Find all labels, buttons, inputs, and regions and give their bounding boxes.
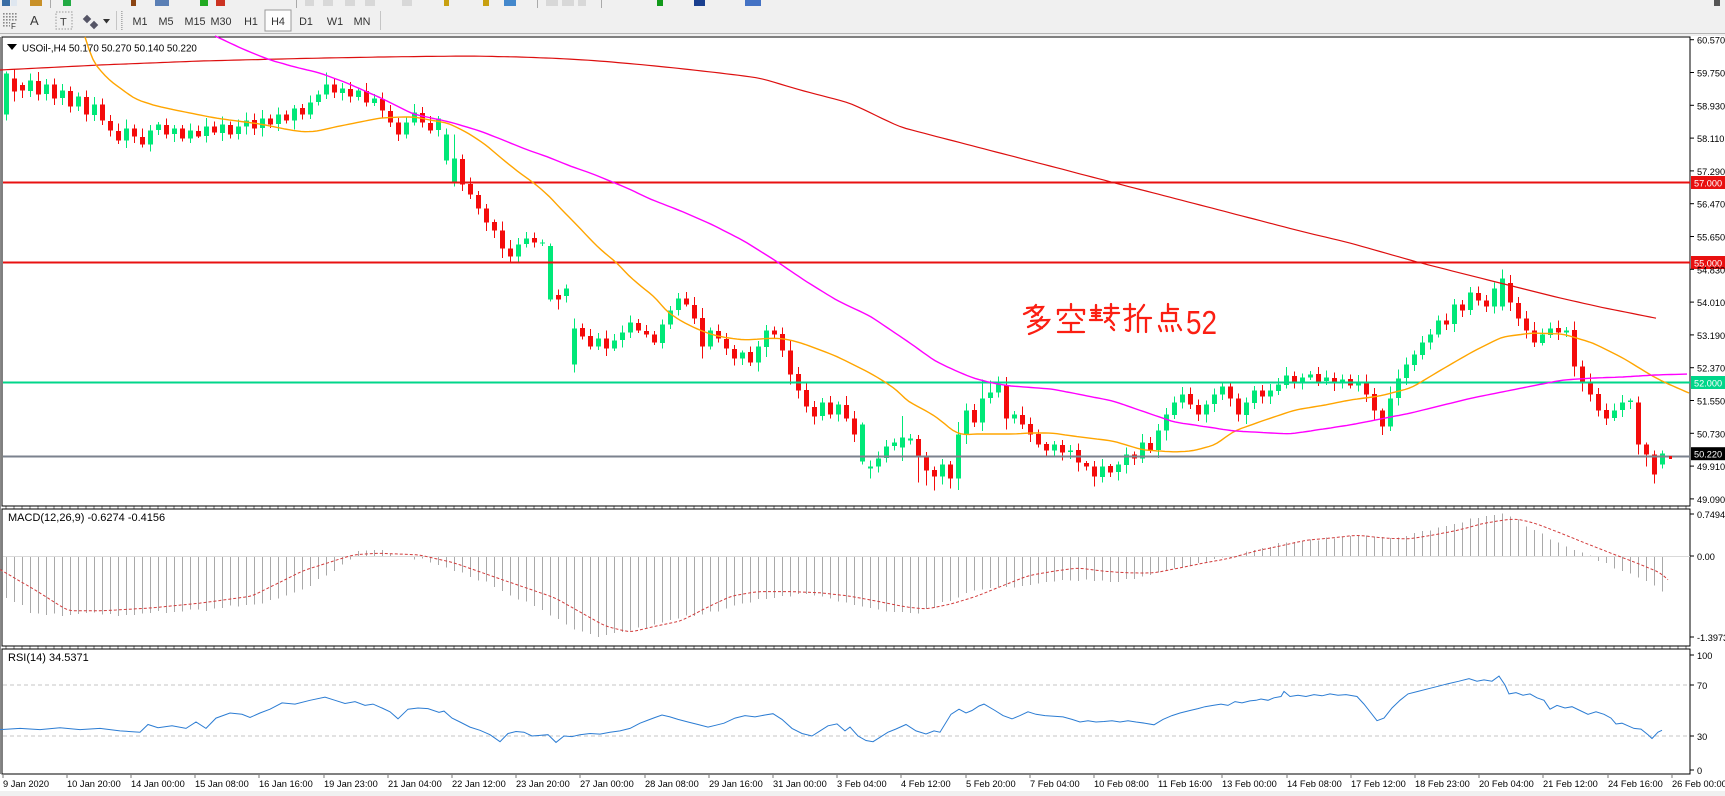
svg-text:21 Feb 12:00: 21 Feb 12:00 xyxy=(1543,779,1598,789)
svg-text:17 Feb 12:00: 17 Feb 12:00 xyxy=(1351,779,1406,789)
svg-text:-1.3973: -1.3973 xyxy=(1697,633,1725,643)
svg-text:10 Jan 20:00: 10 Jan 20:00 xyxy=(67,779,121,789)
svg-text:M5: M5 xyxy=(159,16,174,28)
svg-text:3 Feb 04:00: 3 Feb 04:00 xyxy=(837,779,887,789)
svg-text:13 Feb 00:00: 13 Feb 00:00 xyxy=(1222,779,1277,789)
svg-text:H1: H1 xyxy=(244,16,258,28)
svg-text:15 Jan 08:00: 15 Jan 08:00 xyxy=(195,779,249,789)
svg-text:52.000: 52.000 xyxy=(1694,379,1722,389)
svg-text:A: A xyxy=(30,13,39,28)
svg-text:57.290: 57.290 xyxy=(1697,167,1725,177)
svg-text:18 Feb 23:00: 18 Feb 23:00 xyxy=(1415,779,1470,789)
svg-text:7 Feb 04:00: 7 Feb 04:00 xyxy=(1030,779,1080,789)
svg-text:27 Jan 00:00: 27 Jan 00:00 xyxy=(580,779,634,789)
svg-text:23 Jan 20:00: 23 Jan 20:00 xyxy=(516,779,570,789)
svg-text:H4: H4 xyxy=(271,16,285,28)
svg-text:22 Jan 12:00: 22 Jan 12:00 xyxy=(452,779,506,789)
svg-text:5 Feb 20:00: 5 Feb 20:00 xyxy=(966,779,1016,789)
svg-text:16 Jan 16:00: 16 Jan 16:00 xyxy=(259,779,313,789)
svg-text:52: 52 xyxy=(1186,304,1217,341)
svg-text:D1: D1 xyxy=(299,16,313,28)
svg-text:MN: MN xyxy=(354,16,371,28)
svg-text:31 Jan 00:00: 31 Jan 00:00 xyxy=(773,779,827,789)
svg-text:T: T xyxy=(60,17,67,29)
svg-text:50.730: 50.730 xyxy=(1697,429,1725,439)
svg-text:11 Feb 16:00: 11 Feb 16:00 xyxy=(1158,779,1212,789)
svg-text:53.190: 53.190 xyxy=(1697,331,1725,341)
svg-text:M15: M15 xyxy=(184,16,205,28)
svg-text:52.370: 52.370 xyxy=(1697,364,1725,374)
svg-text:70: 70 xyxy=(1697,681,1707,691)
svg-text:F: F xyxy=(11,22,16,31)
svg-text:10 Feb 08:00: 10 Feb 08:00 xyxy=(1094,779,1149,789)
svg-text:49.910: 49.910 xyxy=(1697,462,1725,472)
svg-text:20 Feb 04:00: 20 Feb 04:00 xyxy=(1479,779,1534,789)
svg-text:60.570: 60.570 xyxy=(1697,36,1725,46)
svg-text:28 Jan 08:00: 28 Jan 08:00 xyxy=(645,779,699,789)
svg-text:14 Feb 08:00: 14 Feb 08:00 xyxy=(1287,779,1342,789)
svg-text:26 Feb 00:00: 26 Feb 00:00 xyxy=(1672,779,1725,789)
svg-text:30: 30 xyxy=(1697,732,1707,742)
svg-text:W1: W1 xyxy=(327,16,343,28)
svg-text:51.550: 51.550 xyxy=(1697,397,1725,407)
svg-text:14 Jan 00:00: 14 Jan 00:00 xyxy=(131,779,185,789)
svg-text:M30: M30 xyxy=(210,16,231,28)
svg-text:RSI(14) 34.5371: RSI(14) 34.5371 xyxy=(8,652,89,664)
svg-text:29 Jan 16:00: 29 Jan 16:00 xyxy=(709,779,763,789)
svg-text:58.110: 58.110 xyxy=(1697,134,1724,144)
svg-text:24 Feb 16:00: 24 Feb 16:00 xyxy=(1608,779,1663,789)
svg-text:21 Jan 04:00: 21 Jan 04:00 xyxy=(388,779,442,789)
svg-text:58.930: 58.930 xyxy=(1697,101,1725,111)
svg-text:4 Feb 12:00: 4 Feb 12:00 xyxy=(901,779,951,789)
svg-text:56.470: 56.470 xyxy=(1697,200,1725,210)
svg-text:19 Jan 23:00: 19 Jan 23:00 xyxy=(324,779,378,789)
svg-text:49.090: 49.090 xyxy=(1697,495,1725,505)
svg-text:M1: M1 xyxy=(133,16,148,28)
svg-text:9 Jan 2020: 9 Jan 2020 xyxy=(3,779,49,789)
svg-text:50.220: 50.220 xyxy=(1694,450,1722,460)
svg-text:54.830: 54.830 xyxy=(1697,265,1725,275)
svg-text:0: 0 xyxy=(1697,766,1702,776)
svg-text:0.7494: 0.7494 xyxy=(1697,510,1725,520)
svg-text:54.010: 54.010 xyxy=(1697,298,1725,308)
svg-text:55.000: 55.000 xyxy=(1694,259,1722,269)
svg-text:57.000: 57.000 xyxy=(1694,179,1722,189)
svg-text:MACD(12,26,9) -0.6274 -0.4156: MACD(12,26,9) -0.6274 -0.4156 xyxy=(8,512,165,524)
svg-text:59.750: 59.750 xyxy=(1697,69,1725,79)
svg-text:100: 100 xyxy=(1697,651,1712,661)
svg-text:USOil-,H4 50.170 50.270 50.14: USOil-,H4 50.170 50.270 50.140 50.220 xyxy=(22,44,197,55)
svg-text:55.650: 55.650 xyxy=(1697,233,1725,243)
svg-text:0.00: 0.00 xyxy=(1697,552,1715,562)
